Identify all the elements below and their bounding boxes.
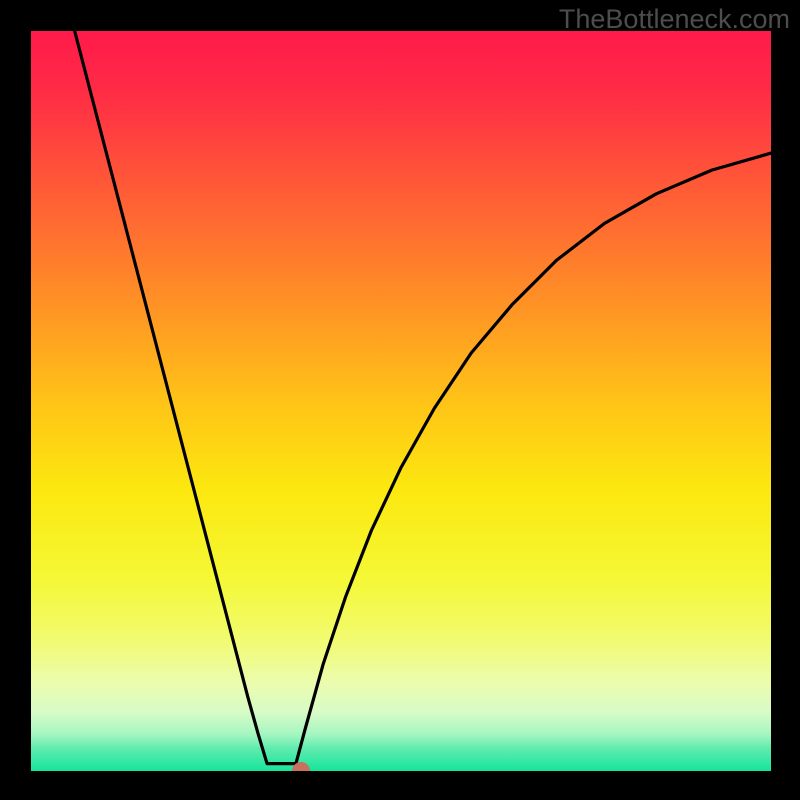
curve-path [75,31,771,764]
plot-area [31,31,771,771]
bottleneck-curve [31,31,771,771]
